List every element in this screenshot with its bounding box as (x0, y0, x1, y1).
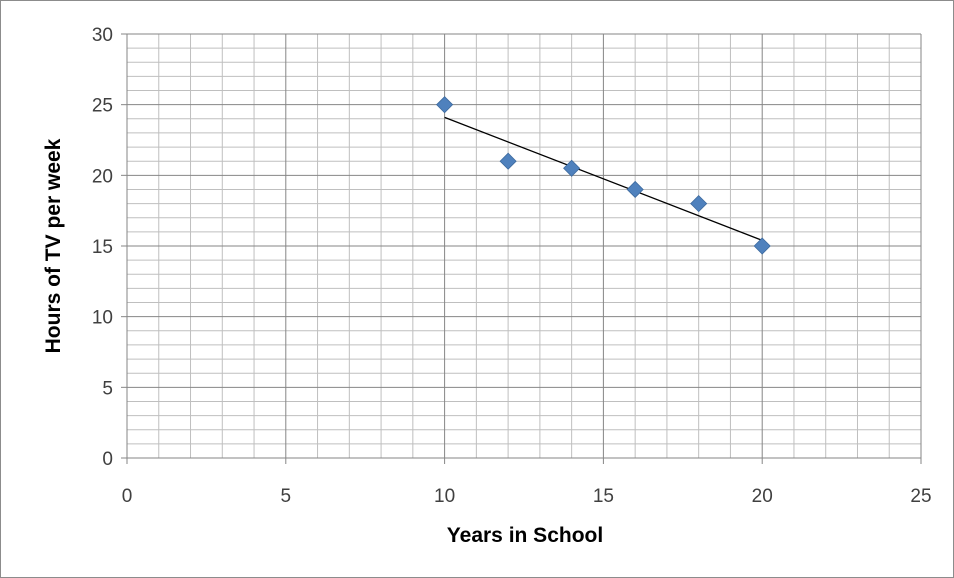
y-tick-label: 5 (102, 378, 113, 399)
data-point-diamond (499, 152, 517, 170)
data-point-diamond (690, 195, 708, 213)
trendline-layer (444, 116, 763, 241)
x-tick-label: 5 (281, 486, 292, 507)
x-tick-label: 20 (752, 486, 773, 507)
trendline (444, 116, 763, 241)
x-tick-label: 0 (122, 486, 133, 507)
data-point-diamond (753, 237, 771, 255)
y-tick-label: 25 (92, 96, 113, 117)
x-tick-label: 25 (910, 486, 931, 507)
y-tick-label: 0 (102, 449, 113, 470)
y-tick-label: 15 (92, 237, 113, 258)
x-tick-labels: 0 5 10 15 20 25 (122, 486, 932, 507)
data-point-diamond (436, 96, 454, 114)
data-point-diamond (626, 180, 644, 199)
data-point-diamond (563, 159, 581, 177)
axes (121, 33, 922, 464)
data-points (436, 96, 771, 255)
x-axis-title: Years in School (447, 524, 603, 547)
y-tick-label: 20 (92, 166, 113, 187)
y-axis-title: Hours of TV per week (42, 138, 65, 353)
x-tick-label: 15 (593, 486, 614, 507)
y-tick-label: 10 (92, 308, 113, 329)
x-tick-label: 10 (434, 486, 455, 507)
major-gridlines (126, 33, 922, 459)
y-tick-labels: 0 5 10 15 20 25 30 (92, 25, 113, 470)
y-tick-label: 30 (92, 25, 113, 46)
